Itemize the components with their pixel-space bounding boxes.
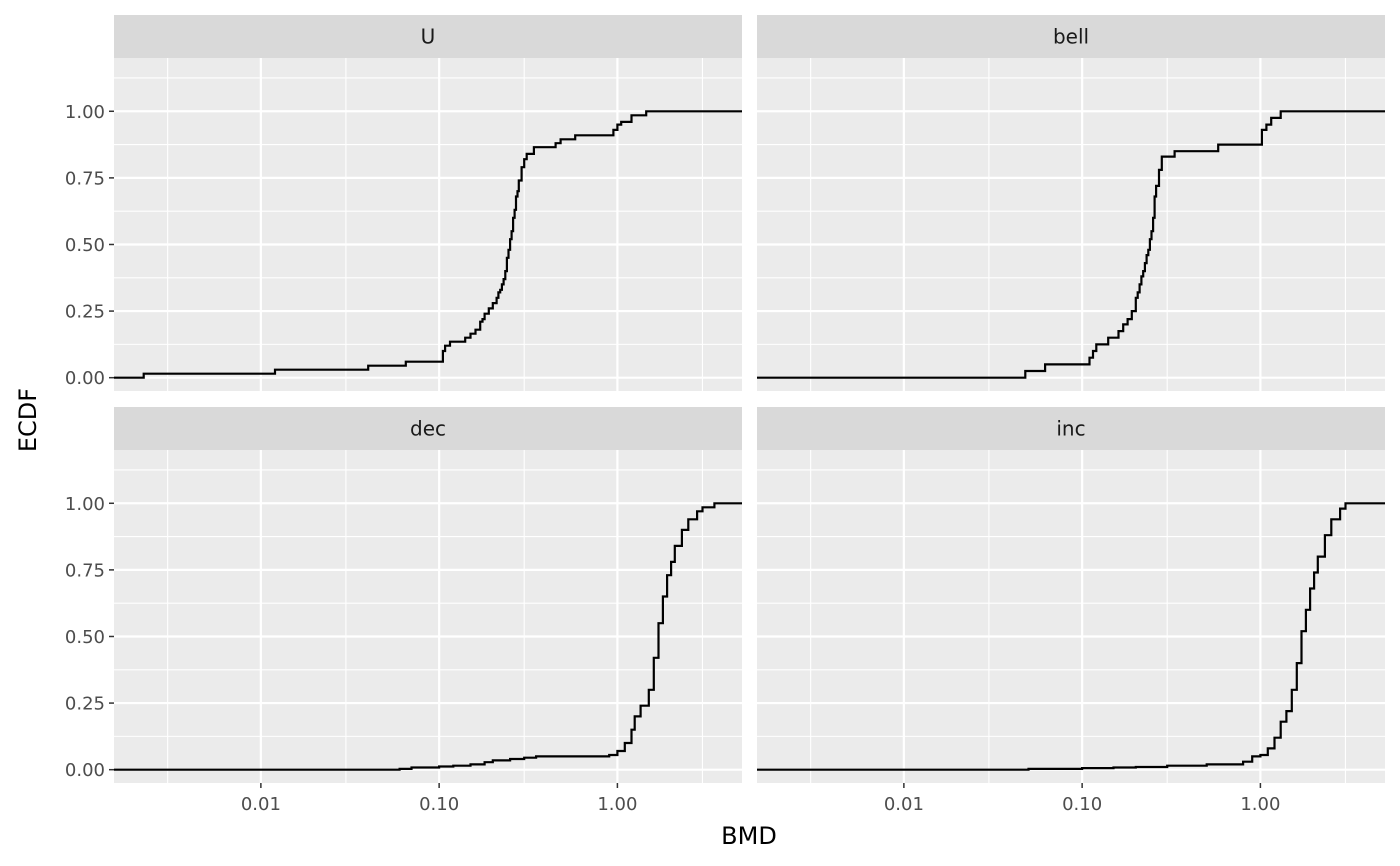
facet-panel-dec: dec 0.00 0.25 0.50 0.75 1.00 0.01 0.10 1.00 <box>65 407 742 815</box>
facet-strip <box>114 407 742 450</box>
x-tick-label: 0.01 <box>241 794 281 815</box>
ecdf-series-line <box>757 502 1385 771</box>
x-tick-label: 1.00 <box>1240 794 1280 815</box>
x-tick-label: 0.10 <box>1062 794 1102 815</box>
y-tick-label: 0.25 <box>65 302 105 323</box>
facet-strip <box>114 15 742 58</box>
facet-panel-U: U 0.00 0.25 0.50 0.75 1.00 <box>65 15 742 391</box>
y-tick-label: 0.50 <box>65 627 105 648</box>
y-tick-label: 0.75 <box>65 168 105 189</box>
facet-strip-label: dec <box>410 417 446 441</box>
x-tick-label: 0.01 <box>884 794 924 815</box>
y-tick-label: 0.00 <box>65 368 105 389</box>
ecdf-series-line <box>114 502 742 771</box>
panel-background <box>757 450 1385 783</box>
y-tick-label: 0.25 <box>65 694 105 715</box>
facet-panel-bell: bell <box>757 15 1385 391</box>
y-tick-label: 0.50 <box>65 235 105 256</box>
facet-panel-inc: inc 0.01 0.10 1.00 <box>757 407 1385 815</box>
panel-background <box>114 450 742 783</box>
ecdf-series-line <box>114 110 742 379</box>
panel-background <box>757 58 1385 391</box>
y-tick-label: 0.00 <box>65 760 105 781</box>
facet-strip-label: U <box>421 25 436 49</box>
facet-strip <box>757 407 1385 450</box>
x-axis-title: BMD <box>721 822 777 850</box>
x-tick-label: 0.10 <box>419 794 459 815</box>
facet-strip <box>757 15 1385 58</box>
y-tick-label: 0.75 <box>65 560 105 581</box>
ecdf-series-line <box>757 110 1385 379</box>
y-tick-label: 1.00 <box>65 494 105 515</box>
facet-strip-label: bell <box>1053 25 1089 49</box>
x-tick-label: 1.00 <box>597 794 637 815</box>
y-axis-title: ECDF <box>14 388 42 452</box>
facet-strip-label: inc <box>1056 417 1085 441</box>
panel-background <box>114 58 742 391</box>
y-tick-label: 1.00 <box>65 102 105 123</box>
